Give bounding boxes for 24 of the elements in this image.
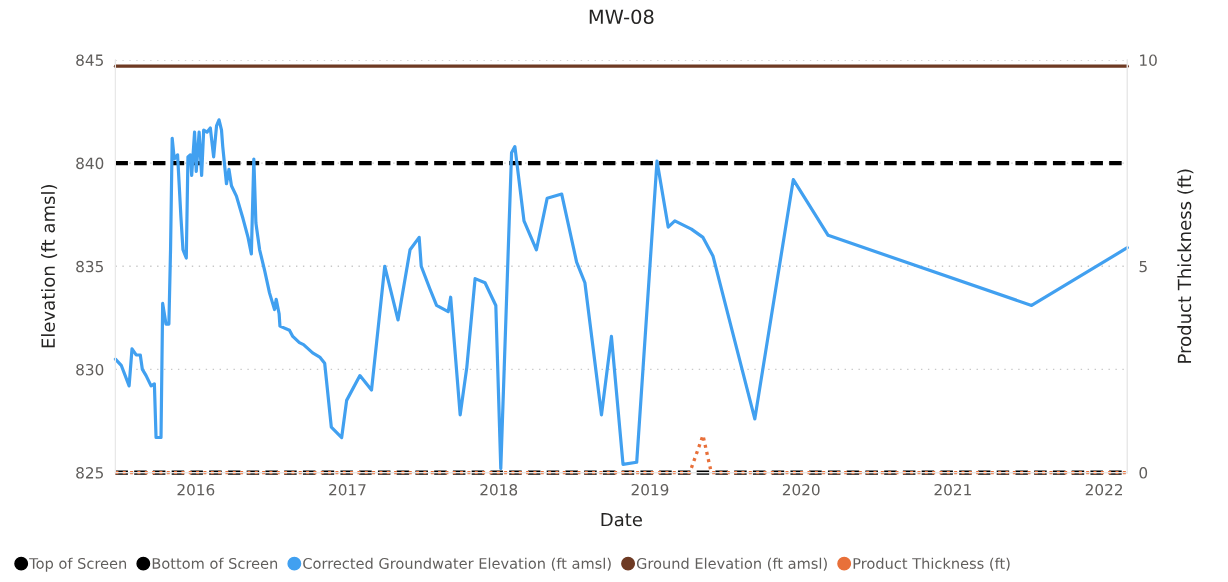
- y2-tick-label: 5: [1139, 260, 1147, 273]
- y-tick-label: 825: [76, 467, 103, 479]
- y-tick-label: 840: [76, 157, 104, 170]
- legend-label: Product Thickness (ft): [853, 557, 1010, 571]
- x-axis-title: Date: [601, 512, 642, 527]
- legend-label: Bottom of Screen: [152, 557, 278, 569]
- y2-tick-label: 10: [1140, 54, 1157, 66]
- x-tick-label: 2022: [1085, 483, 1123, 496]
- x-tick-label: 2016: [177, 483, 215, 496]
- y-tick-label: 830: [76, 363, 104, 376]
- legend-label: Corrected Groundwater Elevation (ft amsl): [303, 557, 611, 571]
- y2-axis-title: Product Thickness (ft): [1177, 169, 1194, 363]
- x-tick-label: 2018: [480, 483, 518, 496]
- legend-label: Ground Elevation (ft amsl): [636, 557, 827, 571]
- y-axis-title: Elevation (ft amsl): [41, 185, 58, 348]
- chart-title: MW-08: [589, 9, 654, 25]
- legend-label: Top of Screen: [29, 557, 127, 572]
- x-tick-label: 2020: [782, 483, 820, 496]
- y-tick-label: 835: [76, 260, 103, 273]
- x-tick-label: 2021: [934, 483, 971, 496]
- y2-tick-label: 0: [1139, 467, 1148, 479]
- x-tick-label: 2017: [329, 483, 366, 496]
- x-tick-label: 2019: [631, 483, 669, 496]
- y-tick-label: 845: [76, 54, 103, 66]
